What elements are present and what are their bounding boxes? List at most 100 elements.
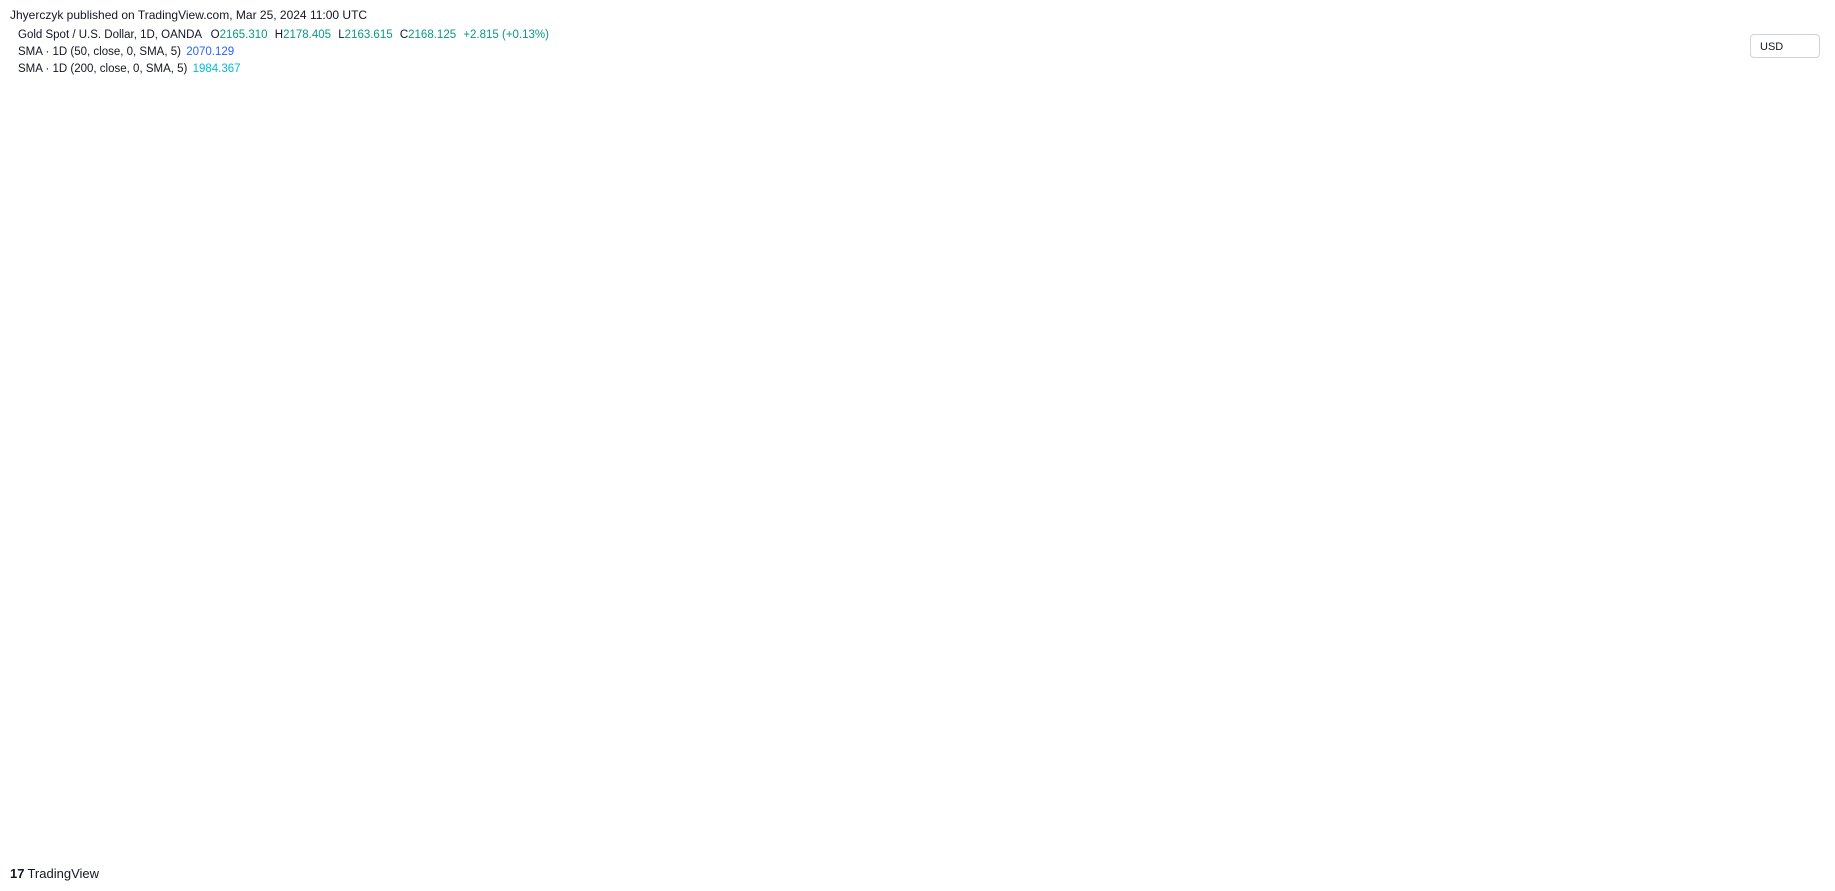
candle (562, 299, 569, 354)
candle-body (434, 353, 441, 361)
candle-body (545, 299, 552, 313)
candle (41, 449, 48, 472)
candle-body (32, 452, 39, 458)
candle-body (1109, 111, 1116, 133)
candle-body (896, 291, 903, 300)
candle (195, 529, 202, 583)
candle-body (443, 353, 450, 370)
candle-body (237, 425, 244, 452)
price-tick-label: 2040.000 (1749, 281, 1795, 293)
candle (1195, 90, 1202, 130)
price-tick-label: 1764.000 (1749, 677, 1795, 689)
candle-body (964, 333, 971, 351)
price-tick-label: 1782.000 (1749, 650, 1795, 662)
candle (126, 463, 133, 509)
price-tick-label: 1820.000 (1749, 593, 1795, 605)
candle (434, 342, 441, 370)
candle-body (1169, 123, 1176, 130)
candle (750, 262, 757, 292)
close-value: 2168.125 (408, 29, 457, 41)
horizontal-levels (10, 249, 1490, 701)
candle (280, 350, 287, 381)
candle (92, 430, 99, 455)
candle-body (691, 257, 697, 263)
candle-body (195, 533, 202, 579)
price-tick-label: 1920.000 (1749, 447, 1795, 459)
candle (725, 280, 732, 311)
time-tick-label: Nov (317, 714, 337, 726)
candle (1144, 102, 1151, 135)
candle (639, 260, 646, 307)
candle (921, 288, 928, 313)
candle-body (725, 286, 732, 300)
candle (879, 249, 886, 276)
currency-button[interactable]: USD (1750, 34, 1820, 58)
candle-body (1212, 105, 1219, 124)
candle (297, 353, 304, 388)
candle-body (793, 291, 800, 297)
candle-body (938, 306, 945, 330)
candle (673, 230, 680, 260)
candle-body (579, 361, 586, 367)
high-value: 2178.405 (283, 29, 332, 41)
time-tick-label: 18 (55, 714, 67, 726)
legend-sma200-row[interactable]: SMA · 1D (200, close, 0, SMA, 5) 1984.36… (18, 63, 241, 75)
candle (1101, 130, 1108, 158)
candle-body (819, 296, 826, 313)
candle (913, 288, 920, 316)
candle-body (673, 235, 680, 254)
time-tick-label: 15 (765, 714, 777, 726)
candle-body (1041, 292, 1048, 297)
candle (1075, 180, 1082, 233)
candle-body (306, 345, 313, 365)
candle (1015, 291, 1022, 316)
candle (220, 494, 227, 530)
candle (656, 233, 663, 267)
candle-body (323, 333, 330, 354)
candle (349, 345, 355, 370)
candle (306, 340, 313, 374)
level-price-badge: 1811.028 (1743, 604, 1805, 619)
candle (836, 288, 843, 311)
candle (451, 356, 458, 381)
candle-body (383, 397, 390, 409)
tradingview-footer[interactable]: 17 TradingView (10, 866, 99, 881)
level-price-badge-text: 1752.851 (1755, 695, 1801, 707)
grid-lines (10, 15, 1491, 703)
candle (323, 329, 330, 361)
candle (314, 326, 321, 361)
level-price-badge-bg (1743, 243, 1805, 258)
time-tick-label: 18 (602, 714, 614, 726)
price-chart[interactable]: 1752.851 1764.000 1782.000 1800.000 1820.000… (0, 0, 1835, 860)
candle-body (639, 270, 646, 300)
candle-body (682, 235, 689, 258)
candle-body (340, 360, 347, 365)
candle (1067, 222, 1074, 280)
candle (545, 292, 552, 327)
candle-body (58, 443, 65, 464)
candle (1118, 86, 1125, 124)
candle (802, 286, 809, 316)
candle (742, 278, 749, 307)
candle-body (921, 294, 928, 303)
candle-body (870, 266, 877, 286)
candle-body (537, 299, 544, 313)
tradingview-brand: TradingView (27, 866, 100, 881)
level-price-badge-bg (1743, 604, 1805, 619)
candle-body (990, 310, 997, 318)
candle-body (665, 238, 672, 254)
time-axis: 18 Oct 16 Nov 13 Dec 18 2024 15 Feb 19 Mar 18 Apr (55, 714, 1267, 726)
candle-body (229, 425, 236, 520)
level-price-badge: 2009.000 (1743, 320, 1805, 335)
legend-sma50-row[interactable]: SMA · 1D (50, close, 0, SMA, 5) 2070.129 (18, 46, 234, 58)
candle-body (289, 374, 296, 381)
candle (485, 319, 492, 354)
candle (759, 257, 766, 280)
candle-body (126, 468, 133, 507)
candle (49, 457, 56, 475)
candle-body (1127, 95, 1134, 99)
candle-body (1195, 92, 1202, 127)
candle (178, 578, 184, 601)
tradingview-logo-icon: 17 (10, 866, 25, 881)
candle-body (152, 545, 159, 571)
